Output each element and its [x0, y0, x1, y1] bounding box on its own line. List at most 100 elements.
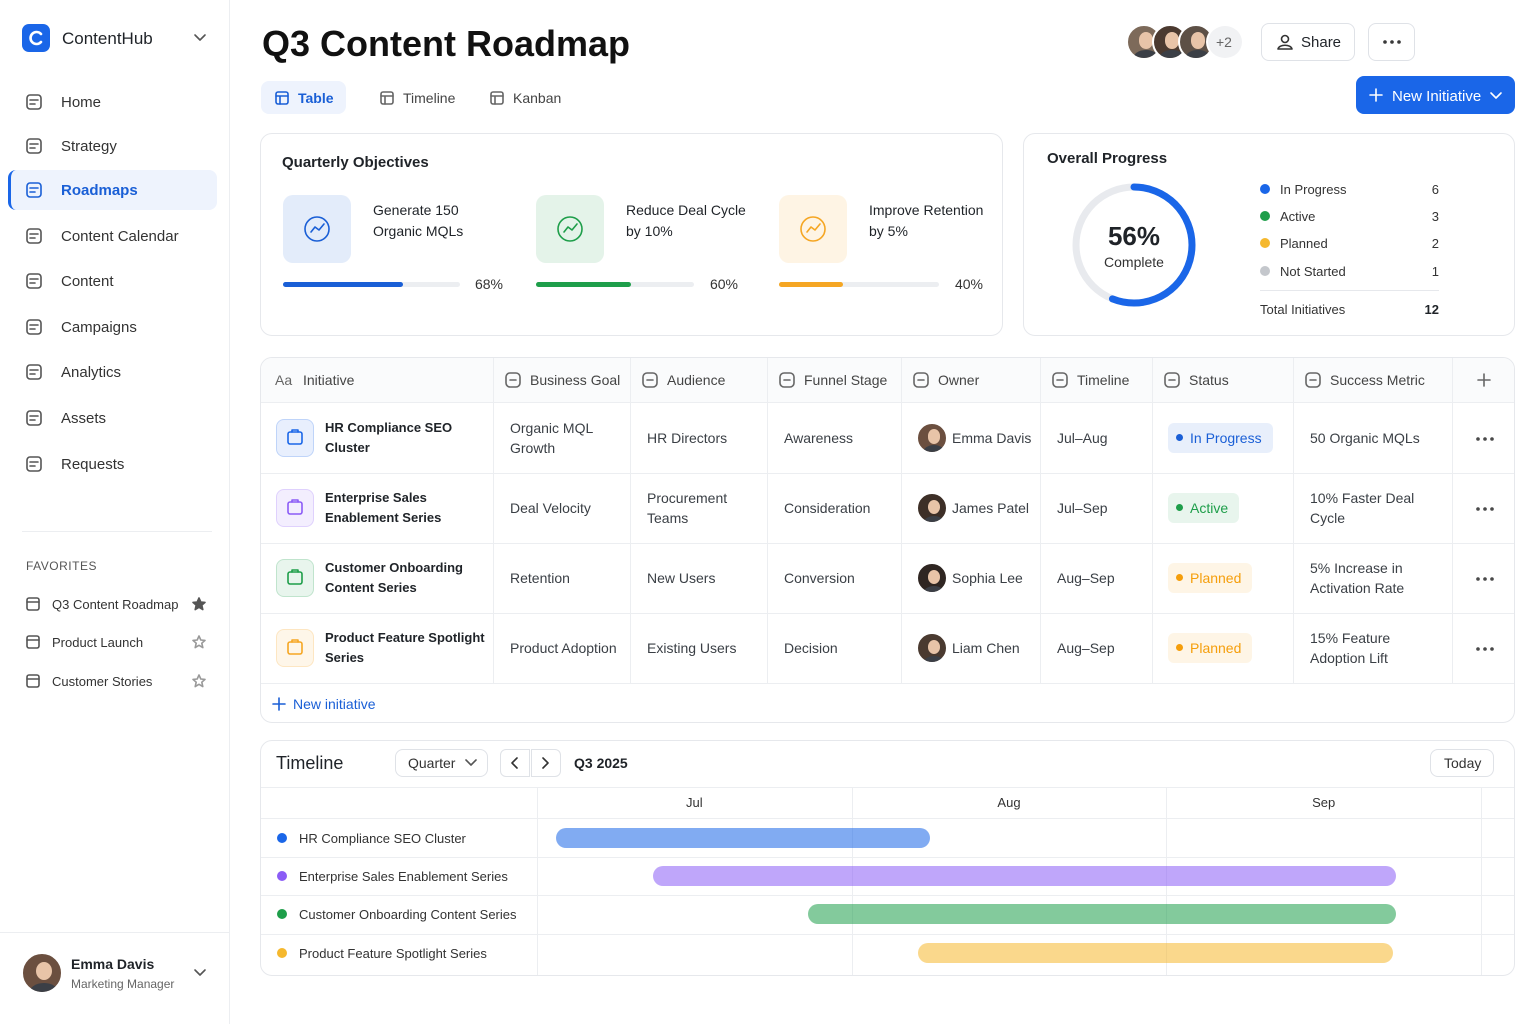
objectives-card — [260, 133, 1003, 336]
status-pill: In Progress — [1168, 422, 1273, 453]
column-header[interactable]: Owner — [938, 372, 980, 388]
month-label: Sep — [1312, 794, 1336, 810]
icon-part — [287, 501, 303, 515]
table-cell: Existing Users — [647, 613, 754, 683]
column-header[interactable]: Funnel Stage — [804, 372, 888, 388]
nav-icon — [26, 319, 42, 335]
legend-value: 3 — [1431, 208, 1439, 224]
add-row[interactable]: New initiative — [293, 696, 376, 712]
favorite-item[interactable]: Q3 Content Roadmap — [52, 596, 179, 612]
row-menu[interactable] — [1476, 507, 1494, 511]
timeline-column-line — [537, 787, 538, 975]
column-header[interactable]: Initiative — [303, 372, 355, 388]
icon-part — [380, 95, 394, 105]
icon-part — [29, 99, 39, 105]
nav-item[interactable]: Strategy — [61, 137, 117, 155]
cell-text: Aug–Sep — [1057, 640, 1115, 656]
icon-part — [26, 674, 40, 688]
nav-item[interactable]: Campaigns — [61, 318, 137, 336]
column-icon — [779, 372, 795, 388]
favorite-star — [192, 674, 206, 688]
progress-card — [1023, 133, 1515, 336]
today-button[interactable] — [1430, 749, 1494, 777]
icon-part — [505, 372, 521, 388]
nav-item[interactable]: Assets — [61, 409, 107, 427]
avatar-body — [29, 982, 59, 992]
icon-part — [1476, 436, 1480, 441]
cell-text: Existing Users — [647, 640, 737, 656]
favorite-icon — [26, 635, 40, 649]
nav-item[interactable]: Analytics — [61, 363, 122, 381]
tab[interactable]: Timeline — [403, 90, 456, 106]
share-button[interactable] — [1261, 23, 1355, 61]
timeline-bar — [807, 904, 1397, 924]
column-header[interactable]: Status — [1189, 372, 1229, 388]
favorite-icon — [26, 674, 40, 688]
timeline-title: Timeline — [276, 753, 344, 773]
nav-item[interactable]: Content — [61, 272, 114, 290]
prev-button[interactable] — [500, 749, 530, 777]
icon-part — [511, 757, 518, 769]
tab-icon — [490, 91, 504, 105]
cell-text: New Users — [647, 570, 716, 586]
column-header[interactable]: Audience — [667, 372, 726, 388]
cell-text: Awareness — [784, 429, 854, 446]
cell-text: Customer Onboarding Content Series — [325, 560, 463, 595]
row-menu[interactable] — [1476, 647, 1494, 651]
table-cell: Aug–Sep — [1057, 613, 1139, 683]
icon-part — [26, 364, 42, 380]
favorite-star — [192, 635, 206, 649]
tab-icon — [275, 91, 289, 105]
table-cell: 50 Organic MQLs — [1310, 402, 1439, 473]
table-cell[interactable]: Customer Onboarding Content Series — [325, 543, 485, 613]
icon-part — [291, 428, 299, 433]
icon-part — [192, 635, 206, 649]
nav-icon — [26, 182, 42, 198]
nav-item[interactable]: Requests — [61, 455, 125, 473]
table-cell[interactable]: Enterprise Sales Enablement Series — [325, 473, 485, 543]
table-cell[interactable]: HR Compliance SEO Cluster — [325, 402, 485, 473]
avatar-body — [922, 585, 946, 592]
column-header[interactable]: Timeline — [1077, 372, 1130, 388]
column-icon — [913, 372, 929, 388]
row-line — [261, 543, 1514, 544]
row-menu[interactable] — [1476, 436, 1494, 441]
column-header[interactable]: Business Goal — [530, 372, 621, 388]
nav-item[interactable]: Home — [61, 93, 102, 111]
table-cell: Jul–Sep — [1057, 473, 1139, 543]
cell-text: Enterprise Sales Enablement Series — [325, 490, 442, 525]
icon-part — [542, 757, 549, 769]
icon-part — [557, 216, 583, 242]
objective-label: Improve Retention by 5% — [869, 202, 984, 239]
nav-item[interactable]: Roadmaps — [61, 181, 138, 199]
favorite-icon — [26, 597, 40, 611]
favorites-title: FAVORITES — [26, 559, 97, 573]
tab[interactable]: Kanban — [513, 90, 562, 106]
row-menu[interactable] — [1476, 577, 1494, 581]
legend-dot — [1260, 266, 1270, 276]
avatar-face — [1164, 32, 1180, 49]
tab[interactable]: Table — [298, 90, 334, 106]
favorite-item[interactable]: Customer Stories — [52, 673, 153, 689]
brand-logo-mark — [29, 30, 43, 46]
timeline-dot — [277, 833, 287, 843]
favorite-item[interactable]: Product Launch — [52, 634, 144, 650]
more-button[interactable] — [1368, 23, 1415, 61]
timeline-row-line — [261, 818, 1514, 819]
avatar-face — [35, 961, 53, 981]
column-type-icon: Aa — [275, 372, 293, 388]
icon-part — [1477, 373, 1491, 387]
progress-title: Overall Progress — [1047, 149, 1168, 167]
column-header[interactable]: Success Metric — [1330, 372, 1425, 388]
timeline-bar — [653, 866, 1397, 886]
progress-divider — [1260, 290, 1439, 291]
add-row-icon — [272, 697, 286, 711]
timeline-row-label: Enterprise Sales Enablement Series — [299, 868, 508, 884]
table-cell[interactable]: Product Feature Spotlight Series — [325, 613, 485, 683]
next-button[interactable] — [531, 749, 561, 777]
share-label[interactable]: Share — [1301, 33, 1342, 51]
table-cell: Deal Velocity — [510, 473, 617, 543]
nav-item[interactable]: Content Calendar — [61, 227, 179, 245]
icon-part — [800, 216, 826, 242]
new-initiative-label[interactable]: New Initiative — [1392, 87, 1482, 105]
